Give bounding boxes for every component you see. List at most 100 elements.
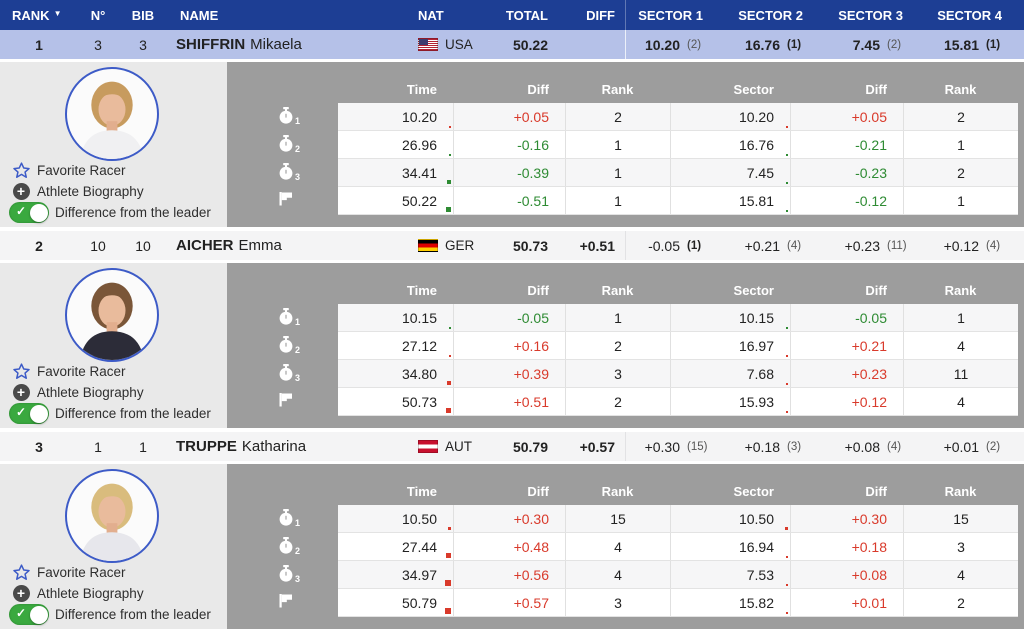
sector-cell: 10.50 [670,505,790,532]
col-header-nat[interactable]: NAT [418,7,444,23]
sector-cell: 7.45 [670,159,790,186]
col-header-number[interactable]: N° [90,7,106,23]
sector-rank: (2) [986,440,1001,453]
sector-1-cell: 10.20 (2) [625,30,725,59]
nat-code: AUT [445,439,472,454]
nationality-cell: AUT [406,432,498,461]
time-rank-cell: 1 [565,159,670,186]
time-diff-cell: +0.05 [453,103,565,130]
rank-cell: 3 [35,438,43,455]
sector-rank-cell: 1 [903,131,1018,158]
favorite-racer-button[interactable]: Favorite Racer [9,562,211,583]
col-header-total[interactable]: TOTAL [505,7,548,23]
rank-cell: 2 [35,237,43,254]
toggle-on-icon: ✓ [9,202,49,223]
time-rank-cell: 2 [565,388,670,415]
sector-2-cell: +0.18 (3) [725,432,825,461]
favorite-racer-button[interactable]: Favorite Racer [9,361,211,382]
number-cell: 1 [94,438,102,455]
difference-from-leader-toggle[interactable]: ✓ Difference from the leader [9,403,211,424]
plus-icon: + [9,183,33,200]
time-diff-cell: +0.30 [453,505,565,532]
total-time-cell: 50.79 [512,438,548,455]
split-times-pane: 1 2 3 Time Diff Rank [227,263,1024,428]
time-rank-cell: 1 [565,187,670,214]
result-row[interactable]: 3 1 1 TRUPPE Katharina AUT 50.79 +0.57 +… [0,432,1024,461]
col-header-bib[interactable]: BIB [131,7,155,23]
athlete-biography-button[interactable]: + Athlete Biography [9,181,211,202]
difference-from-leader-toggle[interactable]: ✓ Difference from the leader [9,604,211,625]
sector-4-cell: +0.12 (4) [925,231,1024,260]
intermediate-2-icon: 2 [278,131,338,159]
result-row[interactable]: 1 3 3 SHIFFRIN Mikaela USA 50.22 10.20 (… [0,30,1024,59]
plus-icon: + [9,384,33,401]
th-time: Time [406,483,437,499]
finish-flag-icon [278,388,338,416]
sector-diff-cell: +0.05 [790,103,903,130]
sector-rank: (2) [887,38,902,51]
sector-diff-cell: -0.12 [790,187,903,214]
athlete-biography-button[interactable]: + Athlete Biography [9,583,211,604]
col-header-sector3[interactable]: SECTOR 3 [838,7,903,23]
time-cell: 10.20 [338,103,453,130]
favorite-racer-button[interactable]: Favorite Racer [9,160,211,181]
sector-cell: 16.94 [670,533,790,560]
trend-marker [445,608,451,614]
intermediate-3-icon: 3 [278,360,338,388]
col-header-name[interactable]: NAME [180,7,219,23]
results-header: RANK ▼ N° BIB NAME NAT TOTAL DIFF SECTOR… [0,0,1024,30]
trend-marker [445,580,451,586]
sector-rank: (4) [986,239,1001,252]
time-cell: 26.96 [338,131,453,158]
nat-code: USA [445,37,473,52]
athlete-biography-button[interactable]: + Athlete Biography [9,382,211,403]
split-row-intermediate-1: 10.15 -0.05 1 10.15 -0.05 1 [338,304,1018,332]
col-header-sector4[interactable]: SECTOR 4 [937,7,1002,23]
athlete-biography-label: Athlete Biography [37,586,144,601]
name-cell: SHIFFRIN Mikaela [168,30,406,59]
sector-rank: (3) [787,440,802,453]
split-row-finish: 50.79 +0.57 3 15.82 +0.01 2 [338,589,1018,617]
athlete-photo[interactable] [65,469,159,563]
trend-marker [448,527,451,530]
time-cell: 50.79 [338,589,453,616]
first-name: Emma [238,237,282,254]
col-header-sector1[interactable]: SECTOR 1 [625,0,725,30]
sector-value: 16.76 [744,36,780,53]
rank-cell: 1 [35,36,43,53]
split-row-intermediate-1: 10.50 +0.30 15 10.50 +0.30 15 [338,505,1018,533]
sector-cell: 15.93 [670,388,790,415]
col-header-sector2[interactable]: SECTOR 2 [738,7,803,23]
sector-diff-cell: -0.05 [790,304,903,331]
total-time-cell: 50.73 [512,237,548,254]
split-row-finish: 50.73 +0.51 2 15.93 +0.12 4 [338,388,1018,416]
col-header-diff[interactable]: DIFF [586,7,615,23]
th-sector-diff: Diff [865,282,887,298]
sector-diff-cell: +0.30 [790,505,903,532]
name-cell: TRUPPE Katharina [168,432,406,461]
racer-section: 3 1 1 TRUPPE Katharina AUT 50.79 +0.57 +… [0,432,1024,629]
col-header-rank[interactable]: RANK ▼ [0,0,78,30]
sector-diff-cell: +0.01 [790,589,903,616]
bib-cell: 3 [139,36,147,53]
nationality-cell: GER [406,231,498,260]
trend-marker [786,556,788,558]
sector-value: +0.12 [943,237,979,254]
time-cell: 34.41 [338,159,453,186]
difference-from-leader-toggle[interactable]: ✓ Difference from the leader [9,202,211,223]
sector-value: 10.20 [644,36,680,53]
athlete-photo[interactable] [65,268,159,362]
split-row-intermediate-2: 26.96 -0.16 1 16.76 -0.21 1 [338,131,1018,159]
athlete-photo[interactable] [65,67,159,161]
trend-marker [449,327,451,329]
time-diff-cell: +0.56 [453,561,565,588]
time-rank-cell: 1 [565,131,670,158]
th-diff: Diff [527,282,549,298]
th-time: Time [406,282,437,298]
split-row-intermediate-2: 27.12 +0.16 2 16.97 +0.21 4 [338,332,1018,360]
sector-cell: 15.81 [670,187,790,214]
split-table-header: Time Diff Rank Sector Diff Rank [338,75,1018,103]
number-cell: 3 [94,36,102,53]
time-diff-cell: +0.48 [453,533,565,560]
result-row[interactable]: 2 10 10 AICHER Emma GER 50.73 +0.51 -0.0… [0,231,1024,260]
